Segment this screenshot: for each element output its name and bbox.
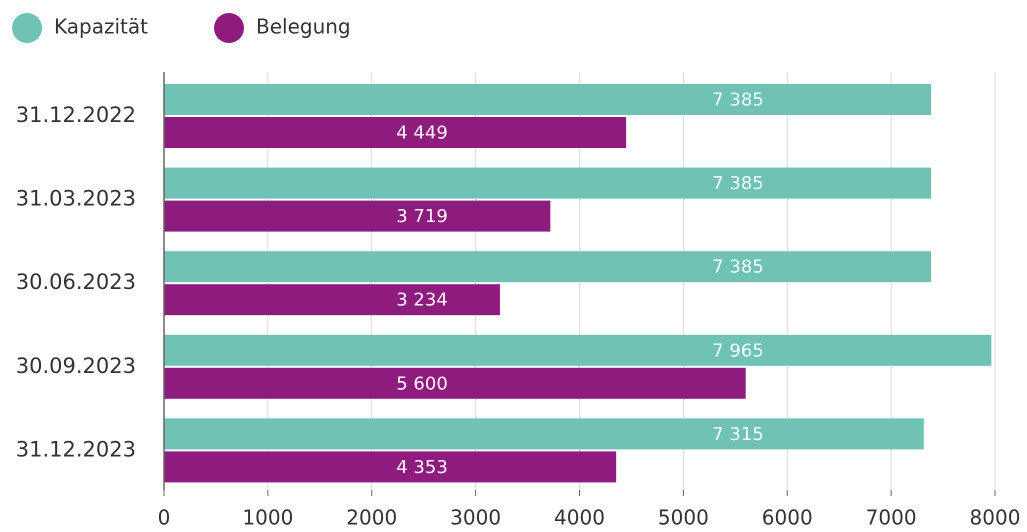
bar xyxy=(164,451,617,483)
bar xyxy=(164,117,627,148)
value-label: 3 719 xyxy=(396,206,448,227)
value-label: 7 385 xyxy=(712,173,764,194)
y-tick-label: 31.12.2022 xyxy=(16,103,136,127)
y-tick-label: 31.12.2023 xyxy=(16,437,136,461)
x-tick-label: 7000 xyxy=(866,506,917,530)
legend-swatch xyxy=(12,13,42,43)
legend-swatch xyxy=(214,13,244,43)
value-label: 3 234 xyxy=(396,290,448,311)
value-label: 5 600 xyxy=(396,373,448,394)
bar xyxy=(164,167,932,199)
value-label: 7 385 xyxy=(712,257,764,278)
bar xyxy=(164,418,924,450)
x-tick-label: 5000 xyxy=(658,506,709,530)
legend-label: Kapazität xyxy=(54,15,148,39)
bar xyxy=(164,334,992,366)
bar xyxy=(164,200,551,232)
x-tick-label: 3000 xyxy=(450,506,501,530)
bar xyxy=(164,251,932,283)
bar xyxy=(164,367,746,399)
y-tick-label: 30.09.2023 xyxy=(16,354,136,378)
bar xyxy=(164,84,932,115)
x-tick-label: 2000 xyxy=(346,506,397,530)
x-tick-label: 4000 xyxy=(554,506,605,530)
y-tick-label: 30.06.2023 xyxy=(16,270,136,294)
bar xyxy=(164,284,500,316)
value-label: 7 385 xyxy=(712,90,764,111)
x-tick-label: 0 xyxy=(158,506,171,530)
value-label: 7 315 xyxy=(712,424,764,445)
x-tick-label: 6000 xyxy=(762,506,813,530)
legend-label: Belegung xyxy=(256,15,351,39)
x-tick-label: 8000 xyxy=(970,506,1021,530)
x-tick-label: 1000 xyxy=(242,506,293,530)
value-label: 4 353 xyxy=(396,457,448,478)
value-label: 7 965 xyxy=(712,340,764,361)
value-label: 4 449 xyxy=(396,123,448,144)
y-tick-label: 31.03.2023 xyxy=(16,187,136,211)
